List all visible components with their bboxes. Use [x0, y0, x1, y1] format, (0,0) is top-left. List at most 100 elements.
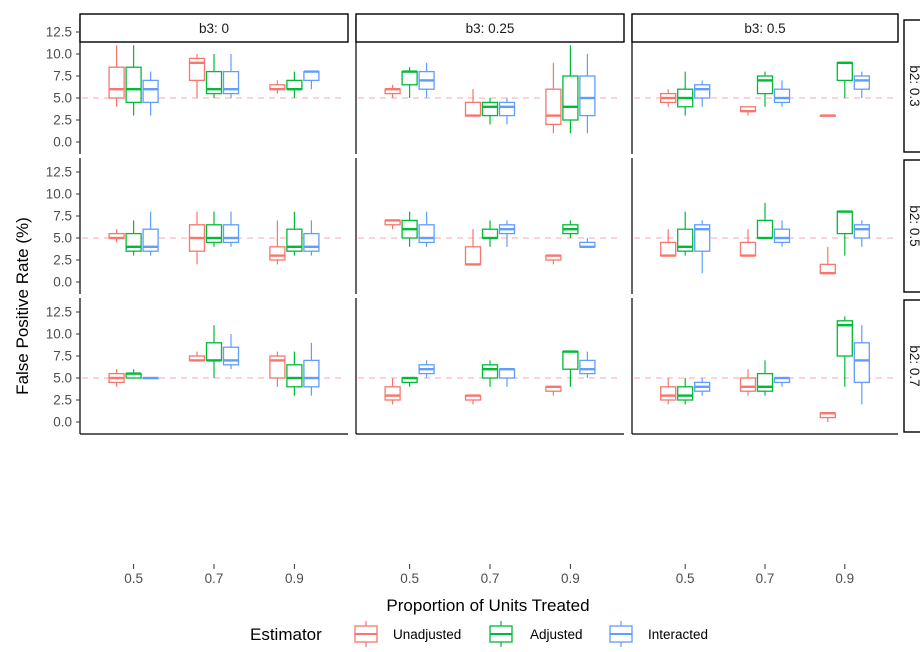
box-body [418, 224, 435, 244]
panel-0-1 [355, 18, 622, 154]
box-body [303, 232, 320, 252]
strip-col-1: b3: 0.25 [355, 13, 625, 43]
box-unadjusted [108, 45, 125, 107]
panel-1-1 [355, 158, 622, 294]
box-adjusted [562, 350, 579, 387]
box-interacted [418, 360, 435, 378]
box-body [545, 88, 562, 126]
box-adjusted [125, 220, 142, 256]
box-body [660, 386, 677, 401]
box-body [836, 320, 853, 357]
box-unadjusted [464, 89, 482, 117]
box-body [401, 70, 418, 86]
box-interacted [498, 220, 516, 247]
box-adjusted [125, 45, 142, 116]
box-body [562, 75, 579, 121]
box-unadjusted [384, 378, 401, 405]
y-tick-label: 7.5 [53, 69, 72, 84]
box-body [694, 224, 711, 252]
box-adjusted [562, 220, 579, 238]
strip-box [903, 299, 920, 433]
box-body [481, 364, 499, 379]
box-body [739, 241, 757, 257]
strip-label: b3: 0.5 [744, 21, 785, 36]
box-unadjusted [660, 378, 677, 405]
box-body [579, 359, 596, 375]
legend-title: Estimator [250, 625, 322, 644]
box-body [853, 75, 870, 90]
box-interacted [418, 211, 435, 247]
box-interacted [773, 220, 791, 247]
box-unadjusted [819, 412, 836, 422]
facet-strips: b3: 0 b3: 0.25 b3: 0.5 b2: 0.3 b2: 0.5 b2: 0.… [79, 13, 920, 433]
box-body [464, 246, 482, 266]
legend-label: Interacted [648, 627, 708, 642]
y-tick-label: 0.0 [53, 135, 72, 150]
box-adjusted [562, 45, 579, 134]
x-tick-label: 0.7 [756, 571, 775, 586]
box-interacted [222, 334, 240, 370]
y-tick-label: 2.5 [53, 113, 72, 128]
strip-label: b2: 0.5 [907, 205, 920, 246]
box-unadjusted [545, 254, 562, 265]
box-adjusted [756, 71, 774, 107]
box-adjusted [481, 220, 499, 247]
box-unadjusted [545, 62, 562, 134]
box-interacted [773, 80, 791, 107]
box-unadjusted [464, 394, 482, 405]
box-body [286, 79, 303, 90]
x-tick-label: 0.7 [481, 571, 500, 586]
strip-box [79, 13, 349, 43]
box-adjusted [756, 202, 774, 240]
box-interacted [853, 220, 870, 247]
box-interacted [142, 376, 159, 380]
box-unadjusted [660, 89, 677, 107]
box-body [464, 101, 482, 117]
strip-box [631, 13, 899, 43]
box-body [205, 342, 223, 362]
y-tick-label: 5.0 [53, 231, 72, 246]
box-body [384, 386, 401, 401]
box-adjusted [286, 71, 303, 98]
box-adjusted [836, 316, 853, 387]
box-adjusted [836, 61, 853, 98]
y-tick-label: 12.5 [46, 305, 72, 320]
y-tick-label: 5.0 [53, 91, 72, 106]
x-tick-label: 0.5 [676, 571, 695, 586]
y-tick-label: 7.5 [53, 209, 72, 224]
box-body [481, 228, 499, 239]
box-interacted [498, 98, 516, 125]
box-body [205, 224, 223, 244]
y-tick-label: 12.5 [46, 165, 72, 180]
box-unadjusted [819, 246, 836, 275]
strip-box [903, 159, 920, 293]
box-body [269, 246, 286, 261]
box-adjusted [677, 71, 694, 116]
box-adjusted [481, 98, 499, 125]
box-body [125, 232, 142, 252]
box-interacted [853, 71, 870, 98]
box-body [562, 350, 579, 370]
strip-row-0: b2: 0.3 [903, 19, 920, 153]
box-body [853, 224, 870, 239]
legend-item-unadjusted: Unadjusted [354, 621, 461, 647]
legend-label: Adjusted [530, 627, 583, 642]
y-tick-label: 10.0 [46, 187, 72, 202]
box-adjusted [401, 211, 418, 247]
box-unadjusted [464, 229, 482, 266]
y-tick-label: 10.0 [46, 47, 72, 62]
box-unadjusted [819, 114, 836, 117]
panel-1-0 [79, 158, 346, 294]
box-unadjusted [188, 351, 206, 362]
box-unadjusted [269, 351, 286, 387]
box-interacted [694, 220, 711, 274]
y-tick-label: 7.5 [53, 349, 72, 364]
strip-box [903, 19, 920, 153]
strip-row-1: b2: 0.5 [903, 159, 920, 293]
panel-2-0 [79, 298, 348, 435]
box-unadjusted [660, 229, 677, 257]
x-tick-label: 0.9 [561, 571, 580, 586]
box-body [108, 66, 125, 99]
box-adjusted [205, 54, 223, 98]
x-tick-label: 0.9 [835, 571, 854, 586]
